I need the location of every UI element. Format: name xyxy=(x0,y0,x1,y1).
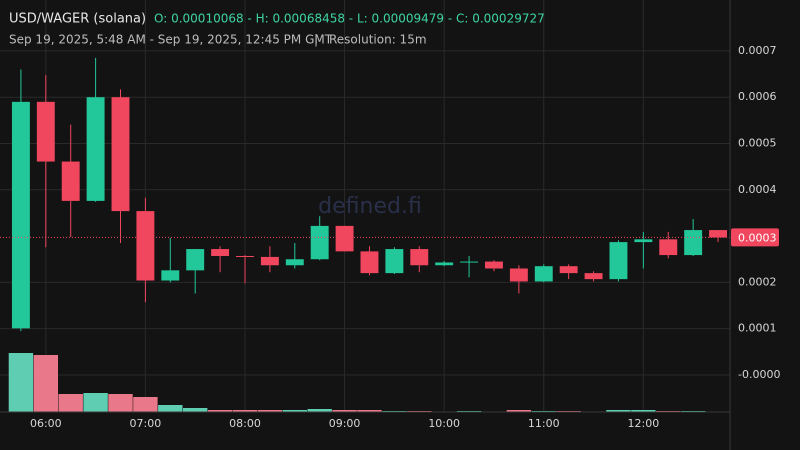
y-tick-label: 0.0007 xyxy=(738,44,777,57)
resolution: Resolution: 15m xyxy=(329,33,427,47)
candle-body xyxy=(435,262,454,266)
x-tick-label: 12:00 xyxy=(628,417,660,430)
candle-body xyxy=(335,225,354,252)
volume-bar xyxy=(606,410,631,412)
candle-body xyxy=(186,249,205,271)
date-range: Sep 19, 2025, 5:48 AM - Sep 19, 2025, 12… xyxy=(9,33,333,47)
x-tick-label: 08:00 xyxy=(229,417,261,430)
x-tick-label: 07:00 xyxy=(130,417,162,430)
volume-bar xyxy=(257,410,283,412)
candle-body xyxy=(559,266,578,274)
candle-body xyxy=(11,101,30,329)
x-tick-label: 10:00 xyxy=(428,417,460,430)
pair-title: USD/WAGER (solana) xyxy=(9,12,146,27)
y-tick-label: 0.0006 xyxy=(738,90,777,103)
y-tick-label: 0.0001 xyxy=(738,322,777,335)
volume-bar xyxy=(357,410,382,412)
x-tick-label: 11:00 xyxy=(528,417,560,430)
candle-body xyxy=(684,230,703,256)
y-tick-label: -0.0000 xyxy=(738,368,780,381)
candle-body xyxy=(310,225,329,260)
y-tick-label: 0.0005 xyxy=(738,137,777,150)
volume-bar xyxy=(108,394,133,412)
volume-bar xyxy=(8,353,34,412)
volume-bar xyxy=(133,397,158,412)
candle-body xyxy=(609,242,628,280)
volume-bar xyxy=(506,410,532,412)
last-price-tag xyxy=(731,228,779,247)
x-tick-label: 06:00 xyxy=(30,417,62,430)
volume-bar xyxy=(631,410,656,412)
candle-body xyxy=(534,266,553,282)
volume-bar xyxy=(207,410,233,412)
candle-body xyxy=(111,97,130,212)
candle-body xyxy=(509,268,528,282)
volume-bar xyxy=(282,410,307,412)
candle-body xyxy=(410,249,429,266)
candle-body xyxy=(260,256,279,266)
volume-bar xyxy=(307,409,332,412)
separator: | xyxy=(314,33,318,47)
watermark: defined.fi xyxy=(318,194,422,219)
ohlc-summary: O: 0.00010068 - H: 0.00068458 - L: 0.000… xyxy=(154,12,545,26)
volume-bar xyxy=(83,393,108,412)
candle-body xyxy=(236,255,254,257)
candle-body xyxy=(460,261,479,263)
candle-body xyxy=(285,259,304,266)
candle-body xyxy=(161,270,180,281)
candle-body xyxy=(385,249,404,274)
candle-body xyxy=(659,239,678,256)
last-price-label: 0.0003 xyxy=(738,231,777,244)
y-tick-label: 0.0002 xyxy=(738,275,777,288)
volume-bar xyxy=(158,405,183,412)
candle-body xyxy=(86,97,105,201)
volume-bar xyxy=(58,394,83,412)
candle-body xyxy=(61,161,80,201)
candle-body xyxy=(709,230,728,238)
candle-body xyxy=(485,261,503,269)
volume-bar xyxy=(232,410,258,412)
volume-bar xyxy=(182,408,208,412)
x-tick-label: 09:00 xyxy=(329,417,361,430)
candle-body xyxy=(211,249,230,256)
candle-body xyxy=(136,211,155,281)
candle-body xyxy=(634,239,653,243)
volume-bar xyxy=(332,410,357,412)
candle-body xyxy=(360,251,379,274)
candle-body xyxy=(584,273,603,280)
y-tick-label: 0.0004 xyxy=(738,183,777,196)
candle-body xyxy=(36,101,55,162)
volume-bar xyxy=(33,355,59,412)
